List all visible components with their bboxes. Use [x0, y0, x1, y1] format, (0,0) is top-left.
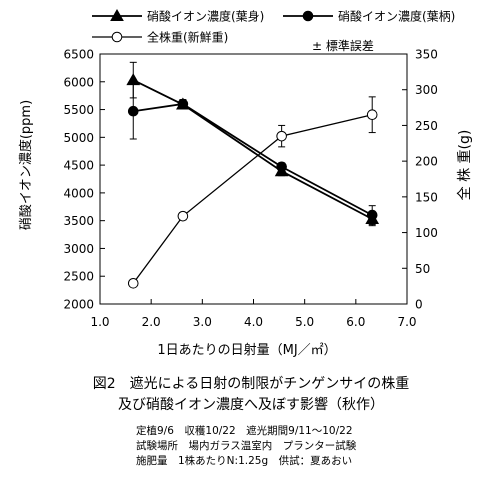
chart: 1.0 2.0 3.0 4.0 5.0 6.0 7.0 200025003000350040… — [18, 9, 473, 359]
y-axis-label-left: 硝酸イオン濃度(ppm) — [18, 100, 34, 230]
figure-caption-line2: 及び硝酸イオン濃度へ及ぼす影響（秋作） — [118, 397, 384, 413]
x-tick-label: 3.0 — [193, 315, 212, 329]
x-tick-label: 4.0 — [244, 315, 263, 329]
legend-label: 硝酸イオン濃度(葉柄) — [338, 9, 455, 24]
legend-label: 全株重(新鮮重) — [147, 30, 228, 45]
data-point — [276, 161, 287, 173]
y-right-tick-label: 200 — [415, 155, 438, 169]
x-axis: 1.0 2.0 3.0 4.0 5.0 6.0 7.0 — [90, 299, 417, 329]
x-tick-label: 5.0 — [295, 315, 314, 329]
note-line: 試験場所 場内ガラス温室内 プランター試験 — [136, 440, 357, 452]
legend-label: 硝酸イオン濃度(葉身) — [147, 9, 264, 24]
x-tick-label: 2.0 — [142, 315, 161, 329]
legend-marker — [110, 8, 124, 21]
y-right-tick-label: 50 — [415, 262, 430, 276]
y-left-tick-label: 3500 — [63, 214, 94, 228]
legend-entry-2: 硝酸イオン濃度(葉柄) — [283, 9, 455, 24]
y-right-tick-label: 0 — [415, 298, 423, 312]
y-left-tick-label: 6500 — [63, 48, 94, 62]
figure-caption-line1: 図2 遮光による日射の制限がチンゲンサイの株重 — [92, 376, 410, 392]
series-layer — [126, 61, 380, 289]
y-left-tick-label: 5500 — [63, 103, 94, 117]
note-line: 施肥量 1株あたりN:1.25g 供試：夏あおい — [136, 455, 353, 467]
y-right-tick-label: 300 — [415, 83, 438, 97]
y-right-tick-label: 250 — [415, 119, 438, 133]
data-point — [177, 98, 189, 110]
legend-marker — [302, 10, 314, 22]
series-1 — [126, 61, 380, 227]
y-axis-left: 2000 2500 3000 3500 4000 4500 5000 5500 6000 6500 — [63, 48, 105, 312]
data-point — [127, 105, 139, 117]
data-point — [276, 130, 287, 142]
legend-entry-3: 全株重(新鮮重) — [92, 30, 228, 45]
data-point — [177, 210, 189, 222]
y-left-tick-label: 2000 — [63, 298, 94, 312]
experiment-notes: 定植9/6 収穫10/22 遮光期間9/11〜10/22 試験場所 場内ガラス温… — [136, 424, 356, 469]
x-axis-label: 1日あたりの日射量（MJ／㎡） — [157, 342, 336, 358]
y-axis-label-right: 全 株 重(g) — [456, 130, 473, 201]
series-line — [133, 103, 373, 216]
y-left-tick-label: 5000 — [63, 131, 94, 145]
data-point — [366, 209, 378, 221]
data-point — [366, 109, 378, 121]
y-left-tick-label: 3000 — [63, 242, 94, 256]
y-right-tick-label: 150 — [415, 190, 438, 204]
y-axis-right: 0 50 100 150 200 250 300 350 — [402, 48, 438, 312]
error-legend: ± 標準誤差 — [312, 38, 374, 53]
legend: 硝酸イオン濃度(葉身) 硝酸イオン濃度(葉柄) 全株重(新鮮重) ± 標準誤差 — [92, 9, 455, 53]
series-line — [132, 114, 373, 284]
series-line — [132, 79, 373, 220]
data-point — [127, 277, 139, 289]
y-left-tick-label: 4500 — [63, 159, 94, 173]
note-line: 定植9/6 収穫10/22 遮光期間9/11〜10/22 — [136, 425, 353, 437]
y-left-tick-label: 6000 — [63, 75, 94, 89]
legend-marker — [111, 31, 123, 43]
series-2 — [127, 82, 378, 226]
y-left-tick-label: 2500 — [63, 270, 94, 284]
y-left-tick-label: 4000 — [63, 186, 94, 200]
x-tick-label: 6.0 — [346, 315, 365, 329]
legend-entry-1: 硝酸イオン濃度(葉身) — [92, 9, 264, 24]
series-3 — [127, 96, 378, 289]
y-right-tick-label: 350 — [415, 48, 438, 62]
x-tick-label: 7.0 — [397, 315, 416, 329]
x-tick-label: 1.0 — [90, 315, 109, 329]
y-right-tick-label: 100 — [415, 226, 438, 240]
